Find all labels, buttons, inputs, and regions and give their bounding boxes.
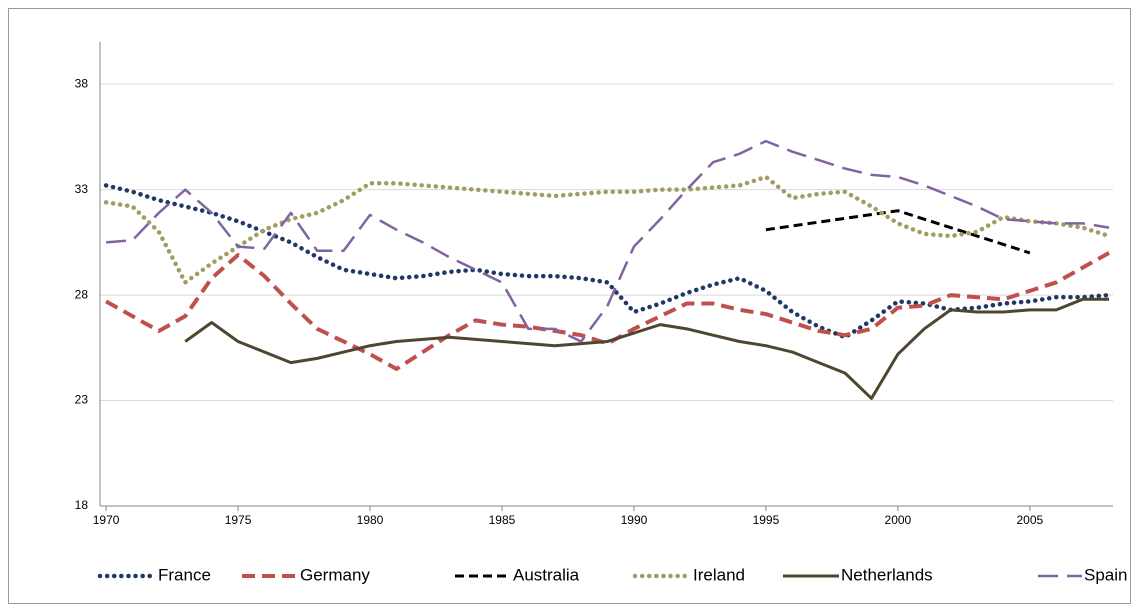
chart-frame	[8, 8, 1131, 604]
x-tick-label: 1985	[489, 513, 516, 527]
y-tick-label: 28	[75, 287, 89, 301]
legend-label: Ireland	[693, 565, 745, 584]
x-tick-label: 2005	[1017, 513, 1044, 527]
legend-label: Germany	[300, 565, 370, 584]
x-tick-label: 1970	[93, 513, 120, 527]
series-line	[105, 139, 1110, 343]
legend-label: Spain	[1084, 565, 1127, 584]
y-tick-label: 38	[75, 76, 89, 90]
legend-label: Netherlands	[841, 565, 933, 584]
series-line	[765, 209, 1031, 255]
y-tick-label: 33	[75, 182, 89, 196]
legend-label: France	[158, 565, 211, 584]
series-line	[103, 174, 1112, 285]
y-tick-label: 23	[75, 393, 89, 407]
series-line	[184, 297, 1110, 400]
x-tick-label: 1980	[357, 513, 384, 527]
y-tick-label: 18	[75, 498, 89, 512]
x-tick-label: 1990	[621, 513, 648, 527]
x-tick-label: 1995	[753, 513, 780, 527]
x-tick-label: 2000	[885, 513, 912, 527]
x-tick-label: 1975	[225, 513, 252, 527]
legend-label: Australia	[513, 565, 580, 584]
series-line	[103, 183, 1112, 340]
